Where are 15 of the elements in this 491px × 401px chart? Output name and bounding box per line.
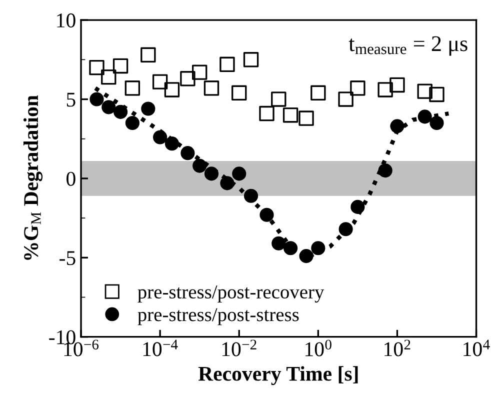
y-tick-label: -10 (49, 330, 76, 344)
x-tick-label: 10$^{−4}$ (143, 340, 178, 356)
x-tick-label: 10$^{4}$ (464, 340, 490, 356)
y-tick-label: 10 (57, 13, 76, 28)
y-tick-label: 0 (66, 172, 76, 186)
y-axis-title: %G$_{M}$ Degradation (23, 95, 43, 260)
legend-label: pre-stress/post-stress (138, 308, 299, 326)
x-tick-label: 10$^{−2}$ (222, 340, 256, 356)
x-axis-title: Recovery Time [s] (198, 366, 358, 386)
x-tick-label: 10$^{2}$ (384, 340, 410, 356)
legend-label: pre-stress/post-recovery (138, 286, 324, 303)
y-tick-label: 5 (66, 92, 76, 107)
x-tick-label: 10$^{0}$ (306, 340, 332, 356)
annotation: t$_{measure}$ = 2 μs (348, 36, 468, 56)
y-tick-label: -5 (60, 251, 76, 266)
